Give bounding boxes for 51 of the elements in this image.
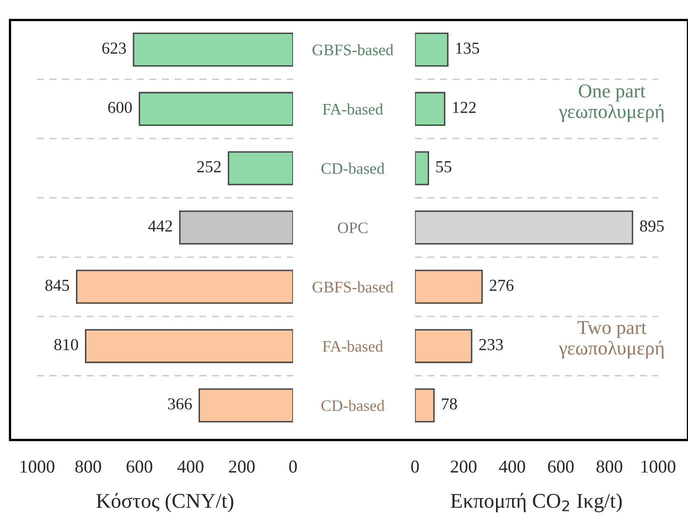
data-label: 442 — [148, 220, 172, 232]
data-label: 276 — [490, 280, 514, 291]
bar — [415, 270, 483, 304]
x-tick-label: 600 — [548, 460, 574, 473]
bar — [138, 92, 293, 126]
x-axis-title: Κόστος (CNY/t) — [96, 493, 234, 512]
y-tick-label: GBFS-based — [312, 281, 394, 292]
data-label: 623 — [102, 42, 126, 54]
x-tick-label: 1000 — [20, 460, 54, 473]
data-label: 78 — [442, 398, 457, 410]
data-label: 845 — [45, 280, 70, 291]
x-tick-label: 800 — [596, 460, 622, 473]
x-tick-label: 600 — [126, 460, 152, 473]
bar — [179, 210, 293, 244]
bar — [76, 270, 293, 304]
y-tick-label: OPC — [338, 222, 368, 234]
x-tick-label: 200 — [450, 460, 476, 473]
data-label: 600 — [108, 102, 132, 114]
bar — [84, 329, 293, 364]
data-label: 252 — [197, 161, 221, 172]
data-label: 55 — [436, 161, 452, 172]
data-label: 810 — [54, 338, 78, 350]
bar — [132, 32, 293, 67]
x-tick-label: 400 — [499, 460, 526, 473]
data-label: 233 — [479, 339, 503, 350]
x-tick-label: 200 — [229, 460, 255, 473]
annotation: Two part γεωπολυμερή — [558, 321, 664, 359]
x-tick-label: 1000 — [642, 460, 676, 473]
y-tick-label: CD-based — [321, 400, 384, 412]
bar — [415, 32, 448, 67]
bar — [415, 210, 634, 244]
data-label: 122 — [453, 102, 476, 113]
bar — [198, 388, 293, 422]
data-label: 366 — [168, 398, 192, 410]
y-tick-label: FA-based — [322, 340, 383, 352]
y-tick-label: FA-based — [322, 103, 383, 115]
data-label: 135 — [456, 42, 480, 54]
data-label: 895 — [640, 220, 664, 232]
bar — [415, 329, 472, 364]
bar — [228, 151, 293, 186]
bar — [415, 151, 430, 186]
x-tick-label: 0 — [289, 460, 297, 473]
bar — [415, 388, 435, 422]
x-tick-label: 0 — [411, 460, 419, 473]
y-tick-label: GBFS-based — [312, 44, 394, 56]
x-axis-title: Εκπομπή CO$_{2}$ Ικg/t) — [450, 493, 622, 512]
x-tick-label: 400 — [177, 460, 204, 473]
y-tick-label: CD-based — [321, 162, 384, 174]
annotation: One part γεωπολυμερή — [558, 84, 664, 122]
x-tick-label: 800 — [75, 460, 102, 473]
bar — [415, 92, 446, 126]
